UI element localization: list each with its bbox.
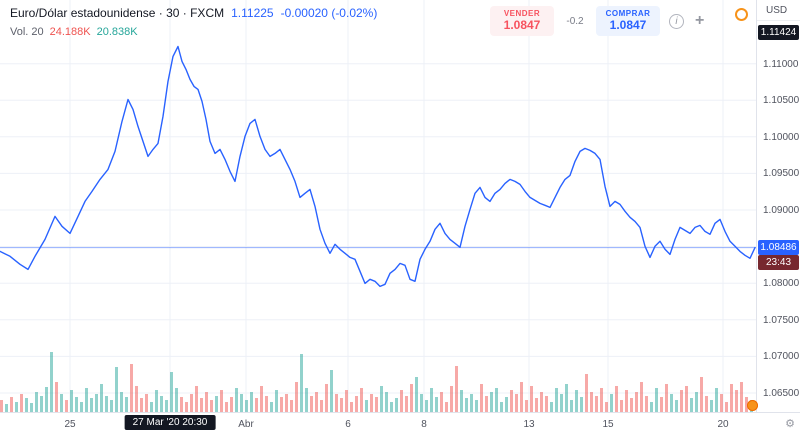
sell-button[interactable]: VENDER 1.0847	[490, 6, 554, 36]
price-tick-label: 1.08000	[763, 278, 800, 290]
volume-value: 24.188K	[49, 26, 91, 38]
broker-logo-icon	[747, 400, 758, 411]
buy-price: 1.0847	[609, 17, 647, 32]
chart-plot-area[interactable]: Euro/Dólar estadounidense · 30 · FXCM 1.…	[0, 0, 758, 412]
axis-settings-gear-icon[interactable]: ⚙	[785, 418, 795, 430]
chart-legend: Euro/Dólar estadounidense · 30 · FXCM 1.…	[10, 6, 377, 38]
trade-panel: VENDER 1.0847 -0.2 COMPRAR 1.0847 i +	[490, 6, 704, 36]
price-tick-label: 1.11000	[763, 58, 799, 70]
price-tick-label: 1.10000	[763, 131, 800, 143]
info-icon[interactable]: i	[669, 13, 684, 29]
currency-label: USD	[757, 0, 800, 21]
add-order-icon[interactable]: +	[695, 12, 705, 29]
high-price-badge: 1.11424	[758, 24, 799, 40]
sell-price: 1.0847	[503, 17, 541, 32]
price-tick-label: 1.09000	[763, 205, 800, 217]
time-tick-label: 6	[345, 419, 351, 430]
spread-value: -0.2	[566, 15, 584, 27]
time-tick-label: 8	[421, 419, 427, 430]
alert-icon[interactable]	[735, 8, 748, 21]
volume-indicator-label[interactable]: Vol. 20	[10, 26, 44, 38]
price-tick-label: 1.10500	[763, 95, 800, 107]
volume-ma-value: 20.838K	[96, 26, 138, 38]
price-tick-label: 1.06500	[763, 387, 800, 399]
time-tick-label: 20	[717, 419, 729, 430]
price-tick-label: 1.07000	[763, 351, 800, 363]
buy-button[interactable]: COMPRAR 1.0847	[596, 6, 660, 36]
symbol-title[interactable]: Euro/Dólar estadounidense · 30 · FXCM	[10, 6, 225, 20]
last-price: 1.11225	[231, 6, 274, 20]
price-chart-canvas[interactable]	[0, 0, 756, 412]
time-tick-label: 13	[523, 419, 535, 430]
time-tick-label: 25	[64, 419, 76, 430]
price-tick-label: 1.09500	[763, 168, 800, 180]
time-axis[interactable]: 27 Mar '20 20:30 ⚙ 25 Abr 6 8 13 15 20	[0, 412, 800, 434]
price-tick-label: 1.07500	[763, 314, 800, 326]
sell-label: VENDER	[503, 9, 541, 18]
bar-countdown-badge: 23:43	[758, 254, 799, 270]
price-change: -0.00020 (-0.02%)	[280, 6, 378, 20]
price-axis[interactable]: USD 1.11000 1.10500 1.10000 1.09500 1.09000 1…	[756, 0, 800, 412]
current-price-badge: 1.08486	[758, 239, 799, 255]
time-tick-label: Abr	[238, 419, 254, 430]
time-marker-badge: 27 Mar '20 20:30	[124, 415, 216, 430]
buy-label: COMPRAR	[605, 9, 651, 18]
time-tick-label: 15	[602, 419, 614, 430]
